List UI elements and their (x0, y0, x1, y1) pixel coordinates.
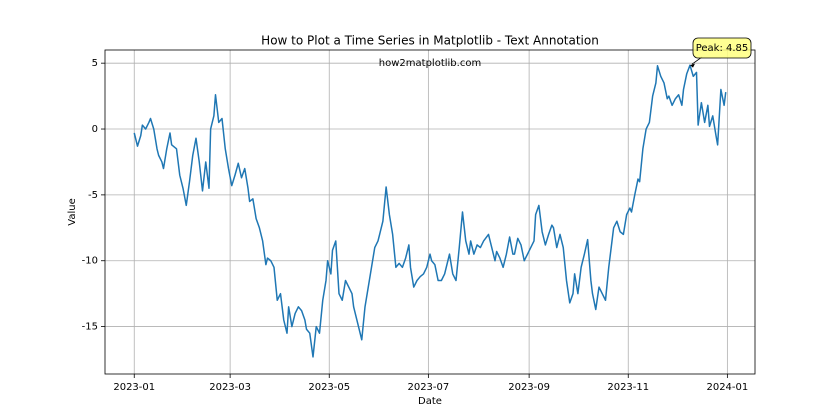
y-tick-label: 0 (92, 124, 98, 135)
y-axis-label: Value (67, 198, 78, 225)
y-tick-label: 5 (92, 58, 98, 69)
watermark: how2matplotlib.com (379, 58, 481, 69)
y-tick-label: -5 (88, 190, 98, 201)
x-tick-label: 2023-03 (209, 382, 251, 393)
x-axis-label: Date (418, 396, 442, 407)
chart-title: How to Plot a Time Series in Matplotlib … (261, 34, 599, 48)
x-tick-label: 2024-01 (706, 382, 748, 393)
annotation-text: Peak: 4.85 (696, 43, 749, 54)
y-tick-label: -15 (82, 322, 98, 333)
x-tick-label: 2023-07 (407, 382, 449, 393)
annotation-box (692, 37, 752, 59)
x-tick-label: 2023-05 (308, 382, 350, 393)
x-tick-label: 2023-09 (508, 382, 550, 393)
annotation-arrowhead (690, 63, 695, 68)
x-tick-label: 2023-11 (607, 382, 649, 393)
data-line (133, 64, 727, 358)
x-tick-label: 2023-01 (113, 382, 155, 393)
y-tick-label: -10 (82, 256, 98, 267)
axes-frame (104, 49, 756, 375)
